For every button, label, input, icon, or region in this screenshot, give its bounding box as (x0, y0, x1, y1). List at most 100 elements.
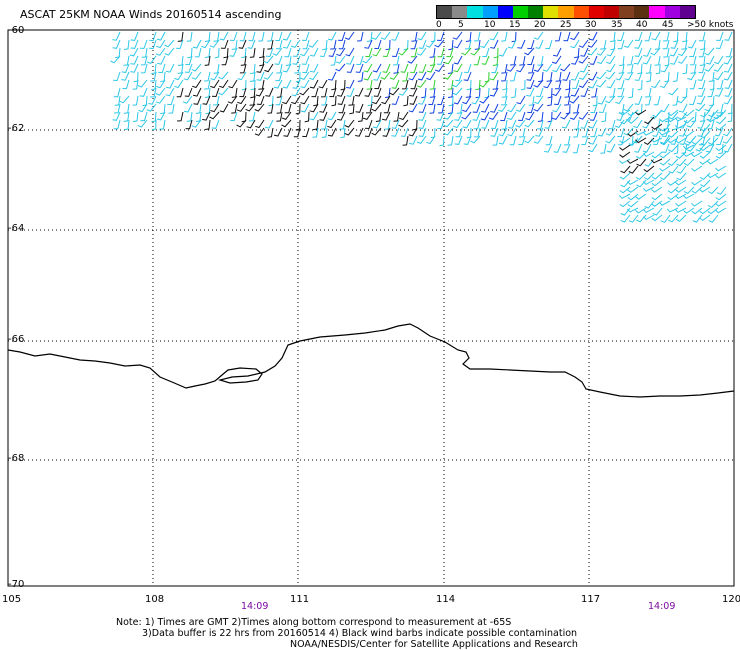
wind-barb (426, 135, 436, 145)
wind-barb (596, 71, 607, 80)
wind-barb (336, 47, 346, 57)
wind-barb (151, 119, 157, 131)
wind-barb (676, 172, 687, 181)
wind-barb (643, 207, 655, 214)
wind-barb (637, 103, 643, 115)
scale-swatch (603, 6, 620, 18)
scale-swatch (664, 6, 680, 18)
wind-barb (707, 172, 719, 179)
lat-label: -70 (8, 579, 25, 590)
wind-barb (691, 186, 703, 194)
wind-barb (653, 135, 661, 146)
wind-barb (713, 63, 724, 72)
wind-barb (627, 109, 639, 117)
wind-barb (418, 127, 427, 137)
wind-barb (634, 39, 643, 49)
wind-barb (168, 103, 175, 114)
wind-barb (633, 55, 643, 65)
wind-barb (421, 87, 427, 99)
wind-barb (211, 87, 220, 98)
wind-barb (589, 111, 598, 121)
wind-barb (392, 47, 400, 58)
wind-barb (552, 63, 562, 73)
wind-barb (690, 63, 697, 74)
scale-label: 20 (534, 20, 546, 30)
wind-barb (510, 55, 517, 66)
wind-barb (191, 71, 202, 80)
wind-barb (715, 39, 724, 50)
wind-barb (400, 63, 409, 73)
wind-barb (209, 111, 220, 120)
wind-barb (447, 63, 454, 74)
wind-barb (229, 47, 238, 57)
wind-barb (230, 111, 238, 122)
wind-barb (498, 127, 508, 137)
wind-barb (362, 111, 373, 120)
wind-barb (195, 103, 202, 114)
wind-barb (501, 31, 508, 42)
wind-barb (578, 39, 589, 48)
wind-barb (673, 31, 679, 43)
wind-barb (655, 63, 661, 75)
wind-barb (491, 119, 499, 130)
wind-barb (716, 31, 724, 42)
wind-barb (536, 119, 544, 130)
wind-barb (155, 47, 166, 56)
wind-barb (627, 200, 639, 208)
wind-barb (371, 103, 382, 112)
map-frame (7, 29, 735, 587)
wind-barb (704, 103, 715, 112)
wind-barb (606, 79, 616, 89)
wind-barb (130, 55, 139, 65)
wind-barb (473, 127, 481, 138)
wind-barb (300, 71, 310, 80)
pass-time: 14:09 (648, 601, 676, 612)
lat-label: -62 (8, 123, 25, 134)
wind-barb (678, 103, 688, 113)
wind-barb (502, 79, 508, 91)
wind-barb (371, 127, 382, 136)
wind-barb (705, 55, 715, 65)
wind-barb (366, 79, 373, 90)
wind-barb (615, 71, 625, 81)
wind-barb (682, 31, 688, 43)
wind-barb (249, 95, 256, 106)
wind-barb (300, 103, 310, 113)
wind-barb (283, 39, 292, 49)
wind-barb (346, 55, 355, 65)
scale-swatch (649, 6, 665, 18)
wind-barb (642, 130, 655, 136)
wind-barb (637, 63, 643, 75)
wind-barb (267, 39, 274, 50)
wind-barb (337, 95, 346, 105)
wind-barb (408, 71, 418, 81)
wind-barb (643, 179, 655, 186)
wind-barb (284, 47, 292, 58)
wind-barb (130, 63, 139, 73)
wind-barb (254, 103, 265, 112)
wind-barb (137, 79, 148, 88)
wind-barb (619, 109, 631, 116)
wind-barb (229, 31, 238, 42)
wind-barb (285, 55, 292, 66)
wind-barb (650, 47, 661, 56)
wind-barb (625, 111, 634, 121)
wind-barb (642, 186, 655, 192)
wind-barb (304, 111, 310, 123)
wind-barb (687, 71, 697, 81)
wind-barb (527, 39, 535, 50)
wind-barb (481, 55, 490, 65)
wind-barb (365, 103, 373, 114)
wind-barb (533, 103, 544, 112)
wind-barb (544, 119, 553, 129)
wind-barb (516, 95, 526, 105)
wind-barb (448, 39, 454, 51)
wind-barb (551, 55, 562, 64)
wind-barb (291, 95, 301, 105)
wind-barb (535, 127, 544, 137)
wind-barb (676, 165, 687, 174)
wind-barb (501, 87, 508, 98)
wind-barb (651, 172, 663, 180)
wind-barb (328, 71, 337, 81)
wind-barb (480, 111, 490, 121)
